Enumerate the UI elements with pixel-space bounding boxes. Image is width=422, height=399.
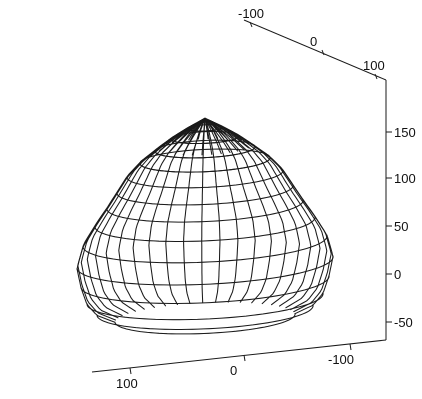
z-axis-tick-label: 150	[394, 125, 416, 140]
surface-apex-meridian	[204, 117, 228, 140]
bottom-axis-tick-label: 100	[116, 376, 138, 391]
surface-meridian	[204, 117, 239, 303]
bottom-axis-tick	[129, 367, 132, 375]
surface-meridian	[204, 117, 256, 303]
surface-apex-meridian	[204, 117, 222, 155]
surface-apex-meridian	[204, 117, 219, 139]
bottom-axis-tick-label: -100	[328, 352, 354, 367]
top-axis-tick-label: -100	[238, 6, 264, 21]
z-axis-tick-label: 50	[394, 219, 408, 234]
surface-parallel	[82, 234, 328, 264]
top-axis-tick	[249, 21, 253, 28]
surface-apex-meridian	[188, 117, 206, 141]
top-axis-tick-label: 100	[363, 58, 385, 73]
surface-apex-meridian	[171, 117, 206, 143]
bottom-axis-tick	[349, 343, 352, 351]
surface-meridian	[204, 117, 221, 303]
bottom-axis-tick-label: 0	[230, 363, 237, 378]
surface-apex-meridian	[204, 117, 239, 152]
surface-apex-meridian	[204, 117, 209, 140]
axis-ticks: -100 0 100 -50 0 50 100 150 100 0 -100	[116, 6, 416, 391]
surface-apex-meridian	[204, 117, 251, 144]
top-axis-tick	[321, 49, 325, 56]
bottom-axis-tick	[243, 354, 246, 362]
surface-parallel	[76, 255, 334, 286]
surface-parallel	[94, 215, 316, 243]
surface-meridian	[204, 117, 301, 306]
surface-meridian	[165, 117, 206, 306]
z-axis-tick-label: 0	[394, 267, 401, 282]
z-axis-tick-label: -50	[394, 315, 413, 330]
surface-parallel	[126, 169, 284, 189]
surface-meridian	[148, 117, 206, 307]
top-axis-tick	[374, 73, 378, 80]
surface-fill	[77, 118, 333, 323]
surface-parallel	[114, 312, 296, 335]
surface-apex-meridian	[182, 117, 206, 156]
surface-parallel	[106, 199, 304, 223]
top-x-axis	[243, 19, 387, 81]
surface-parallel	[116, 184, 294, 206]
surface-meridian	[204, 117, 272, 304]
top-axis-tick-label: 0	[310, 34, 317, 49]
surface-parallel	[80, 274, 330, 305]
z-axis-tick-label: 100	[394, 171, 416, 186]
surface-apex-meridian	[201, 117, 206, 156]
bottom-x-axis	[91, 339, 387, 373]
surface-mesh	[76, 117, 334, 335]
surface-meridian	[132, 117, 206, 308]
plot-axes	[91, 19, 387, 373]
surface-apex-meridian	[179, 117, 206, 142]
surface-apex-meridian	[197, 117, 206, 140]
surface-parallel	[96, 304, 314, 331]
